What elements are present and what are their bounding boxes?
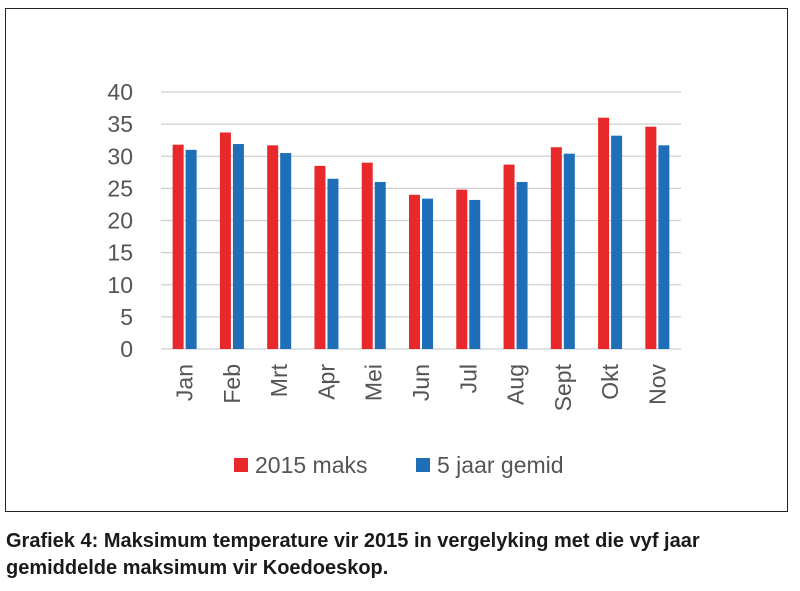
legend-label: 5 jaar gemid: [437, 452, 564, 478]
bar-series-1: [550, 147, 562, 349]
y-tick-label: 10: [107, 272, 133, 298]
x-tick-label: Sept: [550, 363, 576, 411]
gridlines: [161, 91, 681, 350]
x-tick-label: Jun: [408, 364, 434, 401]
x-tick-label: Apr: [313, 364, 339, 400]
bar-series-1: [409, 194, 420, 349]
legend-swatch: [416, 458, 430, 472]
bar-series-1: [267, 145, 279, 349]
y-axis-ticks: 0 5 10 15 20 25 30 35 40: [107, 79, 133, 362]
bar-series-2: [185, 149, 197, 349]
legend: 2015 maks 5 jaar gemid: [234, 452, 564, 478]
x-tick-label: Feb: [219, 364, 245, 404]
y-tick-label: 40: [107, 79, 133, 105]
bar-series-2: [374, 181, 386, 349]
bar-series-1: [503, 164, 515, 349]
x-axis-ticks: Jan Feb Mrt Apr Mei Jun Jul Aug Sept Okt Nov: [172, 363, 671, 411]
bar-series-2: [516, 181, 528, 349]
legend-label: 2015 maks: [255, 452, 368, 478]
bar-series-2: [469, 199, 481, 349]
bar-series-2: [563, 153, 575, 349]
legend-swatch: [234, 458, 248, 472]
bar-series-2: [327, 178, 339, 349]
bar-series-2: [658, 145, 670, 349]
y-tick-label: 20: [107, 208, 133, 234]
bar-series-2: [232, 144, 244, 349]
bar-chart: 0 5 10 15 20 25 30 35 40 Jan Feb Mrt Apr Mei Jun Jul Au…: [107, 79, 681, 478]
bar-series-1: [645, 126, 657, 349]
y-tick-label: 30: [107, 143, 133, 169]
y-tick-label: 5: [120, 304, 133, 330]
x-tick-label: Jan: [172, 364, 198, 401]
bar-series-2: [280, 153, 292, 349]
bar-series-1: [219, 132, 231, 349]
bar-series-1: [361, 162, 373, 349]
bars: [172, 117, 670, 349]
bar-series-1: [314, 165, 326, 349]
x-tick-label: Aug: [503, 364, 529, 405]
x-tick-label: Mei: [361, 364, 387, 401]
bar-series-1: [598, 117, 610, 349]
bar-series-1: [172, 144, 184, 349]
y-tick-label: 25: [107, 175, 133, 201]
chart-frame: 0 5 10 15 20 25 30 35 40 Jan Feb Mrt Apr Mei Jun Jul Au…: [5, 8, 788, 512]
x-tick-label: Jul: [455, 364, 481, 393]
y-tick-label: 0: [120, 336, 133, 362]
y-tick-label: 35: [107, 111, 133, 137]
x-tick-label: Mrt: [266, 363, 292, 397]
y-tick-label: 15: [107, 240, 133, 266]
x-tick-label: Okt: [597, 363, 623, 399]
bar-series-1: [456, 189, 468, 349]
x-tick-label: Nov: [644, 364, 670, 405]
bar-series-2: [422, 198, 433, 349]
bar-series-2: [611, 135, 623, 349]
figure-caption: Grafiek 4: Maksimum temperature vir 2015…: [6, 530, 700, 579]
